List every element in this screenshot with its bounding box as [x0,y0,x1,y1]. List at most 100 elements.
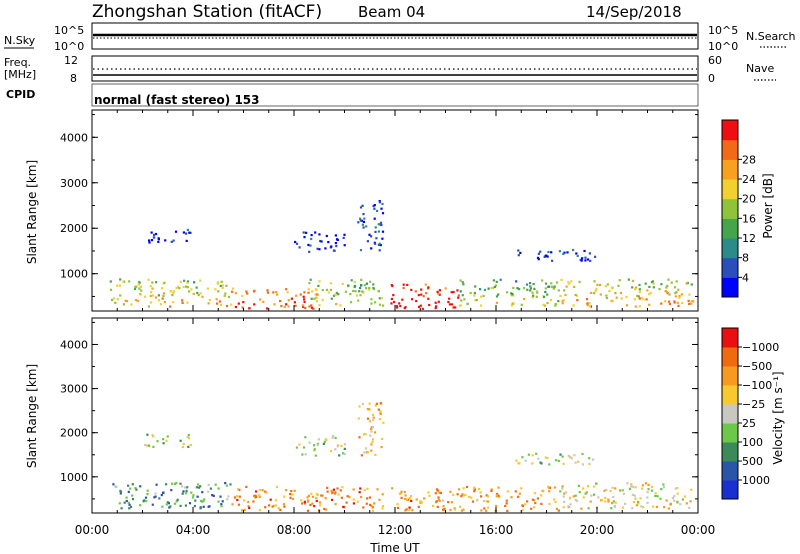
power-cell [532,294,535,297]
power-cell [523,287,526,290]
power-cell [572,304,575,307]
velocity-cell [461,493,464,496]
power-cell [182,231,185,234]
velocity-cell [343,447,346,450]
power-cell [341,282,344,285]
velocity-cell [127,501,130,504]
power-cell [532,282,535,286]
power-cell [368,233,371,236]
velocity-cell [510,496,513,499]
velocity-cell [170,489,173,492]
power-cell [421,307,424,310]
power-cell [294,304,297,307]
velocity-cell [471,500,475,503]
velocity-cell [139,485,142,488]
velocity-cell [201,491,204,494]
velocity-cell [189,444,192,447]
power-cell [206,287,209,290]
power-cell [299,293,302,296]
velocity-cell [498,495,501,499]
velocity-cell [248,506,251,509]
velocity-cell [146,444,149,447]
velocity-cell [221,500,224,503]
power-cell [420,293,423,296]
power-cell [583,249,586,253]
power-cell [307,291,310,294]
velocity-cell [156,440,159,443]
power-cell [590,291,593,294]
velocity-cell [274,499,277,502]
power-cell [444,287,447,290]
power-cell [420,288,423,291]
power-cell [450,303,454,306]
velocity-cell [590,494,593,497]
velocity-cell [437,496,440,499]
velocity-cell [403,490,406,494]
velocity-cell [191,496,195,499]
power-cell [155,281,158,284]
power-cell [231,290,234,293]
power-cell [402,283,405,286]
velocity-cell [671,497,674,500]
power-cell [633,298,636,301]
velocity-cell [301,502,304,505]
power-cell [119,294,122,297]
power-cell [186,228,189,231]
station-title: Zhongshan Station (fitACF) [92,2,322,22]
velocity-cell [192,494,195,497]
power-cell [495,295,499,298]
power-cell [685,282,688,285]
power-cell [344,290,347,293]
velocity-cell [307,494,310,497]
velocity-cell [291,493,294,496]
velocity-cell [650,489,654,492]
power-cell [218,300,221,303]
power-cell [452,290,455,294]
velocity-cell [533,492,536,495]
velocity-cell [604,500,607,503]
velocity-cell [679,503,682,506]
nave-tick-bottom: 0 [708,72,715,85]
power-cell [674,295,677,298]
power-cell [224,292,227,295]
velocity-cell [432,504,435,507]
power-cell [535,295,538,298]
velocity-cell [624,502,627,505]
velocity-cell [358,405,361,408]
velocity-cell [274,504,277,507]
power-cell [553,285,556,288]
power-cell [153,236,156,239]
freq-tick-bottom: 8 [70,72,77,85]
velocity-cell [175,500,178,503]
velocity-cell [119,489,122,492]
velocity-cell [485,509,488,512]
velocity-ytick-label: 2000 [60,427,88,440]
velocity-cell [663,506,666,509]
power-cell [349,293,352,296]
power-cell [658,288,661,291]
velocity-cell [231,503,234,506]
power-cell [665,286,668,289]
power-cell [668,302,671,306]
velocity-cell [450,501,453,504]
power-ytick-label: 1000 [60,268,88,281]
power-cell [461,294,464,297]
power-cell [614,292,617,295]
power-cell [119,278,122,281]
velocity-cell [559,453,562,456]
power-cell [154,232,158,236]
power-cell [381,212,385,215]
time-xtick-label: 20:00 [580,523,615,537]
velocity-cell [473,486,476,489]
power-cell [207,302,210,305]
velocity-cell [282,503,286,506]
velocity-cell [614,487,617,490]
velocity-cell [408,506,411,509]
power-cell [617,284,620,287]
power-cell [648,285,651,288]
power-cell [687,299,690,302]
velocity-cell [265,491,268,494]
power-cell [561,302,564,305]
power-cell [462,283,465,286]
velocity-cell [319,504,322,507]
